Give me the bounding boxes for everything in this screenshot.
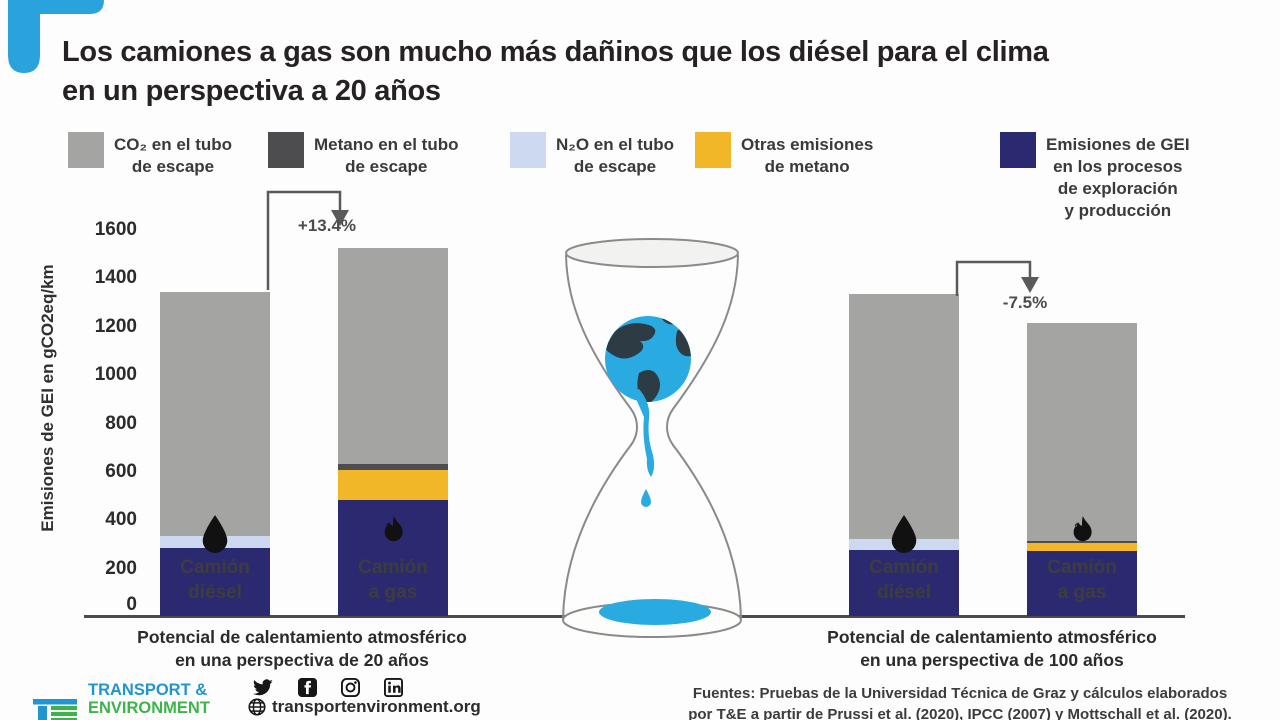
brand-transport: TRANSPORT &	[88, 681, 208, 699]
legend-label: Emisiones de GEI en los procesos de expl…	[1046, 135, 1190, 221]
bar-overlay: Camión a gas	[1027, 513, 1137, 606]
arrow-down-icon	[1021, 277, 1039, 293]
bar-segment-upstream	[338, 499, 448, 616]
caption-100-years: Potencial de calentamiento atmosférico e…	[827, 627, 1157, 671]
bar-diesel-100y: Camión diésel	[849, 294, 959, 616]
page-title: Los camiones a gas son mucho más dañinos…	[62, 33, 1222, 110]
legend-label: Metano en el tubo de escape	[314, 135, 459, 177]
legend-swatch-upstream	[1000, 132, 1036, 168]
legend-swatch-other-methane	[695, 132, 731, 168]
flame-holder	[338, 513, 448, 555]
brand-wordmark: TRANSPORT & ENVIRONMENT	[88, 681, 210, 718]
y-tick-800: 800	[105, 412, 137, 434]
annotation-plus-13-4: +13.4%	[297, 216, 357, 235]
y-tick-1000: 1000	[94, 364, 137, 386]
y-tick-1400: 1400	[94, 267, 137, 289]
legend-label: N₂O en el tubo de escape	[556, 135, 675, 177]
flame-icon	[1073, 515, 1092, 541]
bar-segment-upstream	[160, 548, 270, 616]
annotation-minus-7-5: -7.5%	[1002, 293, 1048, 312]
oil-drop-holder	[160, 513, 270, 555]
legend-item-other-methane: Otras emisiones de metano	[695, 132, 873, 178]
bar-label: Camión a gas	[358, 556, 428, 604]
sources-line-1: Fuentes: Pruebas de la Universidad Técni…	[692, 685, 1228, 702]
legend-label: CO₂ en el tubo de escape	[114, 135, 233, 177]
hourglass-wall-left	[562, 254, 638, 620]
bar-segment-upstream	[1027, 550, 1137, 616]
bar-gas-20y: Camión a gas	[338, 248, 448, 616]
y-tick-1200: 1200	[94, 315, 137, 337]
bar-segment-co2_tailpipe	[849, 294, 959, 539]
bar-gas-100y: Camión a gas	[1027, 323, 1137, 616]
bar-stack	[1027, 323, 1137, 616]
oil-drop-holder	[849, 513, 959, 555]
hourglass-rim	[565, 238, 739, 268]
globe-icon	[248, 698, 266, 716]
melt-stream	[633, 389, 655, 477]
brand-environment: ENVIRONMENT	[88, 699, 210, 718]
bar-overlay: Camión diésel	[849, 513, 959, 606]
legend-swatch-co2	[68, 132, 104, 168]
water-puddle	[599, 599, 711, 625]
bracket-left	[266, 190, 342, 290]
caption-20-years: Potencial de calentamiento atmosférico e…	[137, 627, 467, 671]
legend-swatch-n2o	[510, 132, 546, 168]
website-url[interactable]: transportenvironment.org	[272, 697, 481, 716]
bar-segment-co2_tailpipe	[160, 291, 270, 537]
y-tick-0: 0	[126, 594, 137, 615]
sources-note: Fuentes: Pruebas de la Universidad Técni…	[660, 683, 1260, 720]
y-tick-600: 600	[105, 460, 137, 482]
bar-segment-methane_tailpipe	[1027, 541, 1137, 544]
sources-line-2: por T&E a partir de Prussi et al. (2020)…	[688, 706, 1232, 720]
y-tick-1600: 1600	[94, 219, 137, 240]
bar-label: Camión diésel	[869, 556, 939, 604]
bar-segment-other_methane	[1027, 543, 1137, 551]
corner-brand-mark	[8, 0, 104, 73]
melting-earth-hourglass-illustration	[562, 238, 742, 638]
bar-diesel-20y: Camión diésel	[160, 291, 270, 616]
bar-label: Camión a gas	[1047, 556, 1117, 604]
y-tick-200: 200	[105, 557, 137, 579]
water-drop	[641, 489, 651, 507]
legend-item-n2o-tailpipe: N₂O en el tubo de escape	[510, 132, 674, 178]
bar-stack	[338, 248, 448, 616]
title-line-2: en un perspectiva a 20 años	[62, 74, 441, 107]
bar-stack	[849, 294, 959, 616]
hourglass-wall-right	[666, 254, 742, 620]
y-axis-label: Emisiones de GEI en gCO2eq/km	[38, 264, 57, 532]
legend-item-upstream-ghg: Emisiones de GEI en los procesos de expl…	[1000, 132, 1190, 222]
linkedin-icon[interactable]	[384, 678, 403, 697]
legend-item-co2-tailpipe: CO₂ en el tubo de escape	[68, 132, 232, 178]
legend-label: Otras emisiones de metano	[741, 135, 874, 177]
title-line-1: Los camiones a gas son mucho más dañinos…	[62, 36, 1049, 68]
bar-segment-co2_tailpipe	[338, 248, 448, 464]
bar-overlay: Camión a gas	[338, 513, 448, 606]
bar-stack	[160, 291, 270, 616]
website-link[interactable]: transportenvironment.org	[248, 697, 481, 717]
bar-label: Camión diésel	[180, 556, 250, 604]
bar-overlay: Camión diésel	[160, 513, 270, 606]
facebook-icon[interactable]	[298, 678, 317, 697]
transport-environment-logo	[33, 699, 77, 720]
oil-drop-icon	[202, 514, 228, 553]
flame-icon	[384, 515, 403, 541]
social-icons-row	[252, 678, 403, 697]
bar-segment-upstream	[849, 549, 959, 616]
legend-swatch-methane	[268, 132, 304, 168]
flame-holder	[1027, 513, 1137, 555]
twitter-icon[interactable]	[252, 678, 274, 697]
oil-drop-icon	[891, 514, 917, 553]
instagram-icon[interactable]	[341, 678, 360, 697]
y-tick-400: 400	[105, 509, 137, 531]
bar-segment-other_methane	[338, 469, 448, 500]
bracket-right	[955, 260, 1032, 296]
legend-item-methane-tailpipe: Metano en el tubo de escape	[268, 132, 459, 178]
bar-segment-co2_tailpipe	[1027, 323, 1137, 542]
bar-segment-methane_tailpipe	[338, 463, 448, 470]
